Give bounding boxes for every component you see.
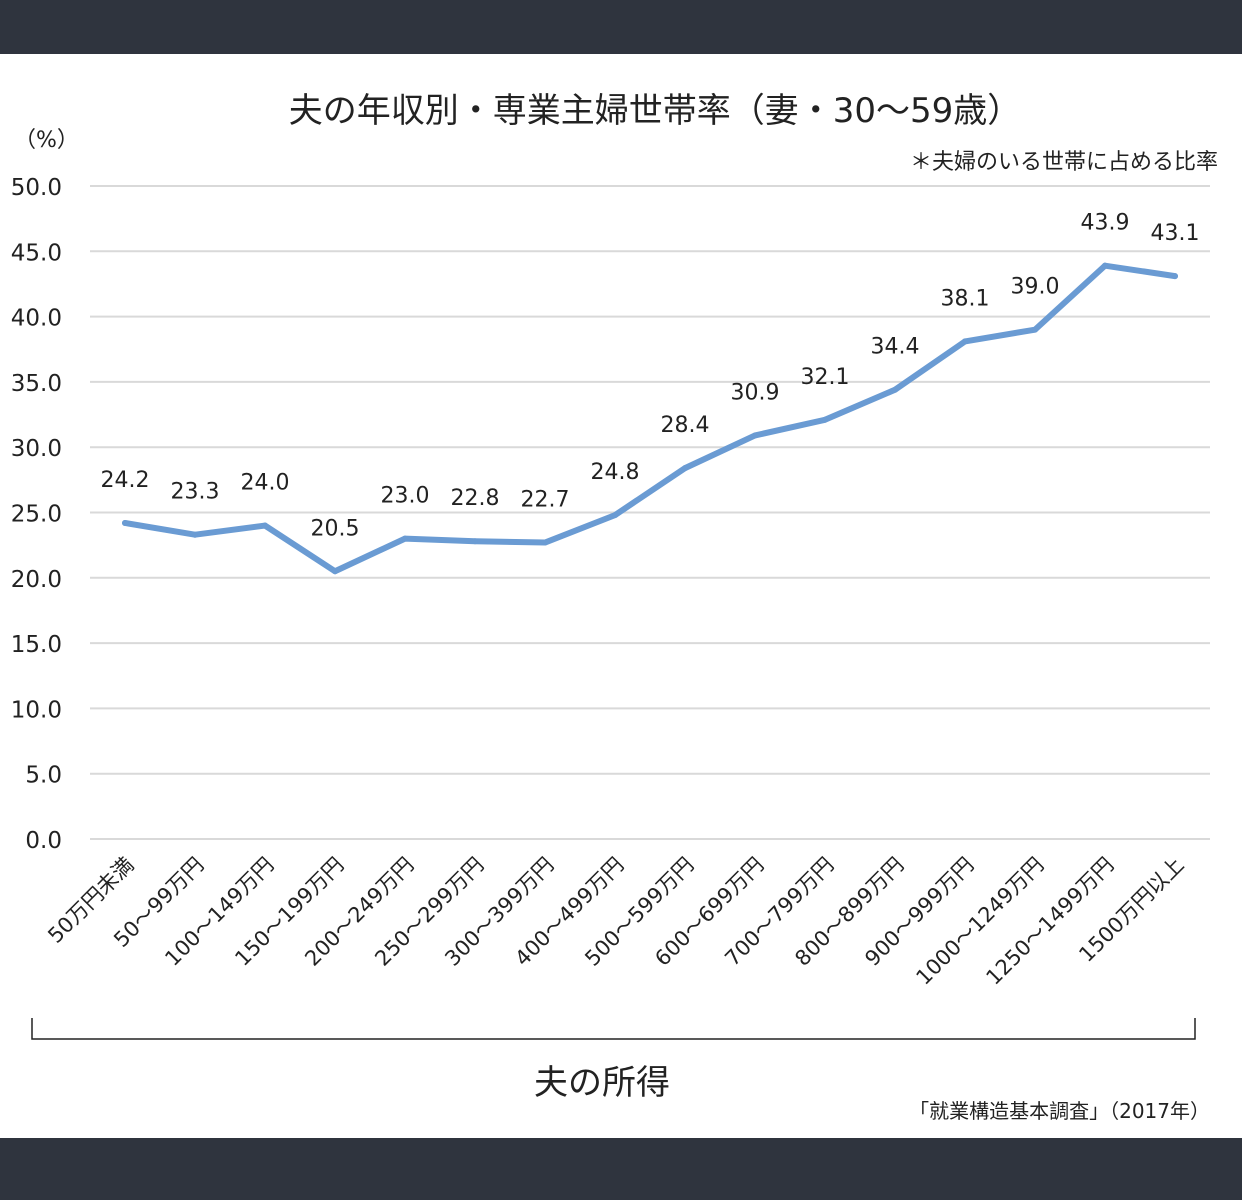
y-tick-label: 10.0 <box>11 697 62 723</box>
chart-panel: 夫の年収別・専業主婦世帯率（妻・30～59歳） （%） ＊夫婦のいる世帯に占める… <box>0 54 1242 1138</box>
grid-layer <box>90 185 1210 840</box>
series-layer <box>122 262 1178 575</box>
data-label: 24.0 <box>241 471 290 496</box>
data-point <box>472 538 478 545</box>
y-tick-labels: 50.0 45.0 40.0 35.0 30.0 25.0 20.0 15.0 10.0 5.0 0… <box>11 175 62 854</box>
data-point <box>612 512 618 519</box>
y-tick-label: 15.0 <box>11 632 62 658</box>
data-label: 43.1 <box>1151 221 1200 246</box>
y-tick-label: 0.0 <box>25 828 62 854</box>
line-chart: 夫の年収別・専業主婦世帯率（妻・30～59歳） （%） ＊夫婦のいる世帯に占める… <box>11 91 1218 1123</box>
chart-note: ＊夫婦のいる世帯に占める比率 <box>910 150 1218 175</box>
x-tick-label: 1250～1499万円 <box>981 853 1118 990</box>
top-bar <box>0 0 1242 54</box>
data-point <box>892 386 898 393</box>
data-label: 22.8 <box>451 486 500 511</box>
data-label: 39.0 <box>1011 275 1060 300</box>
data-point <box>1032 326 1038 333</box>
y-tick-label: 25.0 <box>11 502 62 528</box>
y-tick-label: 20.0 <box>11 567 62 593</box>
y-tick-label: 50.0 <box>11 175 62 201</box>
x-tick-labels: 50万円未満50～99万円100～149万円150～199万円200～249万円… <box>43 853 1188 990</box>
bottom-bar <box>0 1138 1242 1200</box>
x-tick-label: 1000～1249万円 <box>911 853 1048 990</box>
data-label: 38.1 <box>941 286 990 311</box>
y-tick-label: 45.0 <box>11 240 62 266</box>
data-label: 34.4 <box>871 335 920 360</box>
y-unit-label: （%） <box>14 128 79 153</box>
data-point <box>402 535 408 542</box>
x-axis-label: 夫の所得 <box>534 1063 670 1103</box>
data-point <box>822 416 828 423</box>
data-label: 20.5 <box>311 516 360 541</box>
data-label: 28.4 <box>661 413 710 438</box>
data-label: 22.7 <box>521 488 570 513</box>
data-label: 30.9 <box>731 380 780 405</box>
data-labels: 24.2 23.3 24.0 20.5 23.0 22.8 22.7 24.8 28.4 30.9… <box>101 211 1200 542</box>
data-point <box>682 465 688 472</box>
chart-title: 夫の年収別・専業主婦世帯率（妻・30～59歳） <box>289 91 1022 131</box>
data-point <box>1172 273 1178 280</box>
y-tick-label: 30.0 <box>11 436 62 462</box>
data-point <box>962 338 968 345</box>
data-label: 24.8 <box>591 460 640 485</box>
series-line <box>122 262 1178 575</box>
data-point <box>1102 262 1108 269</box>
data-label: 32.1 <box>801 365 850 390</box>
data-label: 23.3 <box>171 480 220 505</box>
y-tick-label: 40.0 <box>11 306 62 332</box>
data-point <box>262 522 268 529</box>
data-point <box>752 432 758 439</box>
data-point <box>332 568 338 575</box>
x-axis-bracket <box>31 1018 1196 1040</box>
y-tick-label: 35.0 <box>11 371 62 397</box>
data-label: 23.0 <box>381 484 430 509</box>
data-point <box>542 539 548 546</box>
data-point <box>192 531 198 538</box>
y-tick-label: 5.0 <box>25 763 62 789</box>
data-label: 43.9 <box>1081 211 1130 236</box>
data-point <box>122 519 128 526</box>
source-note: 「就業構造基本調査」（2017年） <box>909 1099 1210 1123</box>
data-label: 24.2 <box>101 468 150 493</box>
